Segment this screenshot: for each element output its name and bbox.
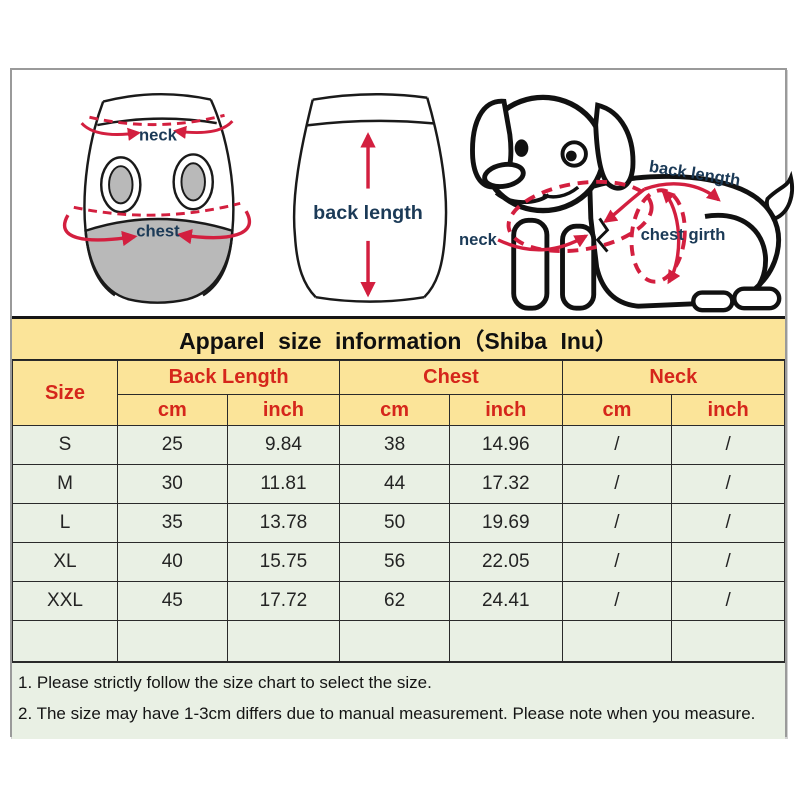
size-cell: M <box>12 464 118 504</box>
table-row-empty <box>12 620 785 662</box>
content-box: neck chest <box>10 68 794 739</box>
table-cell: / <box>561 581 673 621</box>
header-chest: Chest <box>339 360 563 395</box>
garment-back-illustration: back length <box>292 93 448 303</box>
table-cell: / <box>671 425 785 465</box>
size-cell: S <box>12 425 118 465</box>
size-cell: L <box>12 503 118 543</box>
dog-eye-left <box>514 139 529 157</box>
table-cell: 24.41 <box>448 581 563 621</box>
table-cell: / <box>561 503 673 543</box>
table-cell: 38 <box>339 425 450 465</box>
unit-header: inch <box>671 394 785 426</box>
table-cell: 56 <box>339 542 450 582</box>
table-cell: 40 <box>116 542 228 582</box>
black-divider-line <box>12 316 785 319</box>
table-cell: / <box>671 503 785 543</box>
footnote-2: 2. The size may have 1-3cm differs due t… <box>18 704 756 724</box>
table-cell: 25 <box>116 425 228 465</box>
table-cell: 14.96 <box>448 425 563 465</box>
table-row-l: L 35 13.78 50 19.69 / / <box>12 503 785 543</box>
table-cell: 62 <box>339 581 450 621</box>
table-cell: 11.81 <box>226 464 341 504</box>
table-cell: / <box>671 542 785 582</box>
table-title: Apparel size information（Shiba Inu） <box>12 319 785 360</box>
dog-chestgirth-label: chest girth <box>641 225 726 244</box>
back-length-label: back length <box>313 202 423 224</box>
chest-measure-dashed <box>73 201 241 217</box>
footnotes: 1. Please strictly follow the size chart… <box>12 662 785 739</box>
table-cell: / <box>671 581 785 621</box>
table-cell: / <box>561 464 673 504</box>
table-cell: 45 <box>116 581 228 621</box>
table-cell <box>671 620 785 662</box>
table-cell <box>561 620 673 662</box>
dog-neck-label: neck <box>459 230 498 249</box>
measurement-illustrations: neck chest <box>12 70 794 316</box>
table-row-xl: XL 40 15.75 56 22.05 / / <box>12 542 785 582</box>
table-cell: 17.72 <box>226 581 341 621</box>
dog-nose <box>482 161 526 189</box>
table-row-s: S 25 9.84 38 14.96 / / <box>12 425 785 465</box>
size-table: Size Back Length Chest Neck cm inch cm i… <box>12 360 786 662</box>
table-cell <box>448 620 563 662</box>
table-row-m: M 30 11.81 44 17.32 / / <box>12 464 785 504</box>
table-cell <box>12 620 118 662</box>
unit-header: inch <box>226 394 341 426</box>
table-cell <box>116 620 228 662</box>
front-neck-label: neck <box>139 126 178 145</box>
table-cell: 15.75 <box>226 542 341 582</box>
size-cell: XL <box>12 542 118 582</box>
unit-header: inch <box>448 394 563 426</box>
table-cell: 13.78 <box>226 503 341 543</box>
header-back-length: Back Length <box>116 360 341 395</box>
dog-illustration: neck back length chest girth <box>459 94 794 313</box>
table-cell <box>226 620 341 662</box>
table-cell: 30 <box>116 464 228 504</box>
table-cell: 22.05 <box>448 542 563 582</box>
table-cell <box>339 620 450 662</box>
dog-backlength-measure <box>643 182 721 202</box>
table-cell: 9.84 <box>226 425 341 465</box>
dog-hind-paw <box>732 286 782 311</box>
unit-header: cm <box>116 394 228 426</box>
header-neck: Neck <box>561 360 786 395</box>
neck-measure-dashed <box>89 113 225 127</box>
table-cell: 17.32 <box>448 464 563 504</box>
garment-front-illustration: neck chest <box>62 92 252 304</box>
table-row-xxl: XXL 45 17.72 62 24.41 / / <box>12 581 785 621</box>
unit-header: cm <box>561 394 673 426</box>
table-cell: 19.69 <box>448 503 563 543</box>
dog-ear-right <box>593 102 636 191</box>
table-cell: 50 <box>339 503 450 543</box>
unit-header: cm <box>339 394 450 426</box>
table-cell: / <box>671 464 785 504</box>
table-cell: / <box>561 425 673 465</box>
front-chest-label: chest <box>136 222 180 241</box>
table-cell: / <box>561 542 673 582</box>
table-cell: 44 <box>339 464 450 504</box>
size-cell: XXL <box>12 581 118 621</box>
dog-neck-measure <box>506 179 654 254</box>
header-size: Size <box>12 360 118 426</box>
table-cell: 35 <box>116 503 228 543</box>
footnote-1: 1. Please strictly follow the size chart… <box>18 673 432 692</box>
